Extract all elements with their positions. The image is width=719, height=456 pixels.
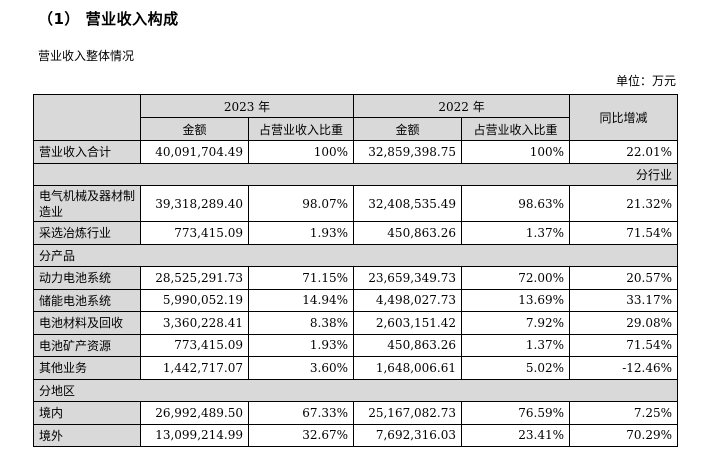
section-row-industry: 分行业	[32, 162, 679, 186]
amount-2023: 773,415.09	[140, 221, 249, 245]
amount-2022: 23,659,349.73	[353, 266, 463, 290]
amount-2023: 40,091,704.49	[140, 140, 249, 164]
row-label: 境外	[33, 423, 141, 447]
share-2023: 100%	[247, 140, 355, 164]
section-label-region: 分地区	[32, 378, 679, 402]
share-2022: 7.92%	[461, 311, 571, 335]
yoy-change: 70.29%	[569, 423, 679, 447]
share-2023: 3.60%	[247, 356, 355, 380]
header-yoy: 同比增减	[569, 94, 679, 141]
header-blank	[33, 94, 141, 141]
amount-2023: 13,099,214.99	[140, 423, 249, 447]
unit-label: 单位：万元	[615, 74, 676, 88]
section-heading: （1） 营业收入构成	[38, 10, 179, 28]
yoy-change: 71.54%	[569, 333, 679, 357]
amount-2022: 7,692,316.03	[353, 423, 463, 447]
amount-2023: 5,990,052.19	[140, 288, 249, 312]
header-share-2023: 占营业收入比重	[247, 117, 355, 141]
yoy-change: 33.17%	[569, 288, 679, 312]
amount-2022: 32,859,398.75	[353, 140, 463, 164]
table-row: 储能电池系统 5,990,052.19 14.94% 4,498,027.73 …	[33, 288, 679, 312]
share-2022: 13.69%	[461, 288, 571, 312]
share-2023: 71.15%	[247, 266, 355, 290]
header-amount-2023: 金额	[140, 117, 249, 141]
table-row: 境外 13,099,214.99 32.67% 7,692,316.03 23.…	[33, 423, 679, 447]
header-amount-2022: 金额	[353, 117, 463, 141]
section-row-product: 分产品	[32, 243, 679, 267]
row-label: 电池材料及回收	[33, 311, 141, 335]
share-2022: 76.59%	[461, 401, 571, 425]
row-label: 电池矿产资源	[33, 333, 141, 357]
total-row: 营业收入合计 40,091,704.49 100% 32,859,398.75 …	[33, 140, 679, 164]
share-2022: 72.00%	[461, 266, 571, 290]
row-label: 营业收入合计	[33, 140, 141, 164]
table-row: 采选冶炼行业 773,415.09 1.93% 450,863.26 1.37%…	[33, 221, 679, 245]
table-row: 其他业务 1,442,717.07 3.60% 1,648,006.61 5.0…	[33, 356, 679, 380]
yoy-change: 21.32%	[569, 185, 679, 222]
yoy-change: 71.54%	[569, 221, 679, 245]
header-row-years: 2023 年 2022 年 同比增减	[33, 94, 679, 141]
share-2023: 98.07%	[247, 185, 355, 222]
amount-2022: 4,498,027.73	[353, 288, 463, 312]
section-label-product: 分产品	[32, 243, 679, 267]
share-2023: 8.38%	[247, 311, 355, 335]
amount-2023: 26,992,489.50	[140, 401, 249, 425]
row-label: 电气机械及器材制造业	[33, 185, 141, 222]
yoy-change: -12.46%	[569, 356, 679, 380]
table-subtitle: 营业收入整体情况	[38, 49, 135, 63]
yoy-change: 20.57%	[569, 266, 679, 290]
row-label: 其他业务	[33, 356, 141, 380]
header-2022: 2022 年	[353, 94, 571, 118]
section-row-region: 分地区	[32, 378, 679, 402]
amount-2022: 32,408,535.49	[353, 185, 463, 222]
share-2022: 98.63%	[461, 185, 571, 222]
share-2022: 100%	[461, 140, 571, 164]
row-label: 储能电池系统	[33, 288, 141, 312]
share-2023: 14.94%	[247, 288, 355, 312]
yoy-change: 7.25%	[569, 401, 679, 425]
share-2022: 5.02%	[461, 356, 571, 380]
share-2023: 67.33%	[247, 401, 355, 425]
amount-2023: 39,318,289.40	[140, 185, 249, 222]
table-row: 电池矿产资源 773,415.09 1.93% 450,863.26 1.37%…	[33, 333, 679, 357]
amount-2023: 3,360,228.41	[140, 311, 249, 335]
row-label: 动力电池系统	[33, 266, 141, 290]
amount-2023: 773,415.09	[140, 333, 249, 357]
share-2022: 1.37%	[461, 333, 571, 357]
amount-2022: 450,863.26	[353, 333, 463, 357]
revenue-composition-table: 2023 年 2022 年 同比增减 金额 占营业收入比重 金额 占营业收入比重…	[32, 94, 679, 447]
header-share-2022: 占营业收入比重	[461, 117, 571, 141]
yoy-change: 22.01%	[569, 140, 679, 164]
share-2023: 1.93%	[247, 333, 355, 357]
share-2023: 1.93%	[247, 221, 355, 245]
amount-2022: 1,648,006.61	[353, 356, 463, 380]
row-label: 采选冶炼行业	[33, 221, 141, 245]
share-2022: 23.41%	[461, 423, 571, 447]
amount-2023: 28,525,291.73	[140, 266, 249, 290]
amount-2022: 450,863.26	[353, 221, 463, 245]
table-row: 境内 26,992,489.50 67.33% 25,167,082.73 76…	[33, 401, 679, 425]
table-row: 动力电池系统 28,525,291.73 71.15% 23,659,349.7…	[33, 266, 679, 290]
amount-2023: 1,442,717.07	[140, 356, 249, 380]
amount-2022: 25,167,082.73	[353, 401, 463, 425]
header-2023: 2023 年	[139, 94, 355, 118]
table-row: 电池材料及回收 3,360,228.41 8.38% 2,603,151.42 …	[33, 311, 679, 335]
yoy-change: 29.08%	[569, 311, 679, 335]
header-row-metrics: 金额 占营业收入比重 金额 占营业收入比重	[34, 117, 678, 141]
amount-2022: 2,603,151.42	[353, 311, 463, 335]
share-2023: 32.67%	[247, 423, 355, 447]
table-row: 电气机械及器材制造业 39,318,289.40 98.07% 32,408,5…	[33, 185, 679, 222]
row-label: 境内	[33, 401, 141, 425]
section-label-industry: 分行业	[32, 162, 679, 186]
share-2022: 1.37%	[461, 221, 571, 245]
